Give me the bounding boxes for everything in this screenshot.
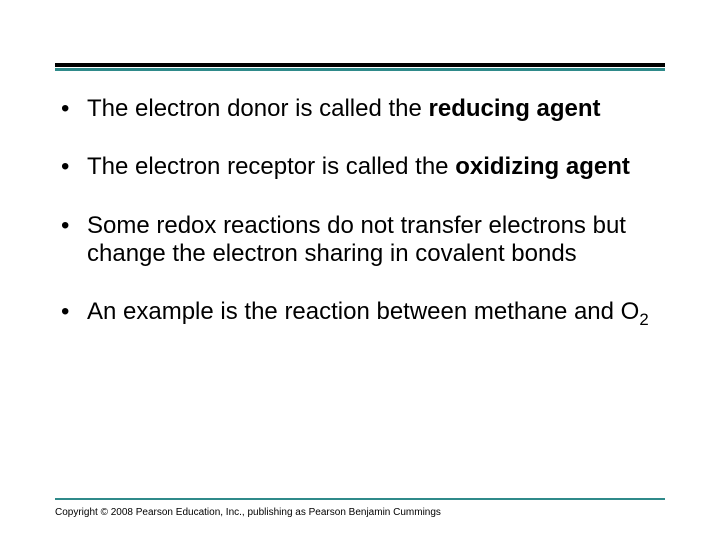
top-rule-black xyxy=(55,63,665,67)
bullet-text-prefix: Some redox reactions do not transfer ele… xyxy=(87,212,626,267)
bullet-text-bold: reducing agent xyxy=(429,95,601,122)
list-item: Some redox reactions do not transfer ele… xyxy=(55,212,665,269)
bullet-text-prefix: The electron donor is called the xyxy=(87,95,429,122)
bullet-text-bold: oxidizing agent xyxy=(455,153,630,180)
top-rule-teal xyxy=(55,68,665,71)
content-area: The electron donor is called the reducin… xyxy=(55,95,665,360)
list-item: The electron donor is called the reducin… xyxy=(55,95,665,123)
copyright-text: Copyright © 2008 Pearson Education, Inc.… xyxy=(55,507,441,518)
subscript: 2 xyxy=(639,310,648,329)
bullet-text-prefix: The electron receptor is called the xyxy=(87,153,455,180)
bullet-list: The electron donor is called the reducin… xyxy=(55,95,665,330)
list-item: An example is the reaction between metha… xyxy=(55,298,665,330)
list-item: The electron receptor is called the oxid… xyxy=(55,153,665,181)
bottom-rule-teal xyxy=(55,498,665,500)
bullet-text-prefix: An example is the reaction between metha… xyxy=(87,298,639,325)
